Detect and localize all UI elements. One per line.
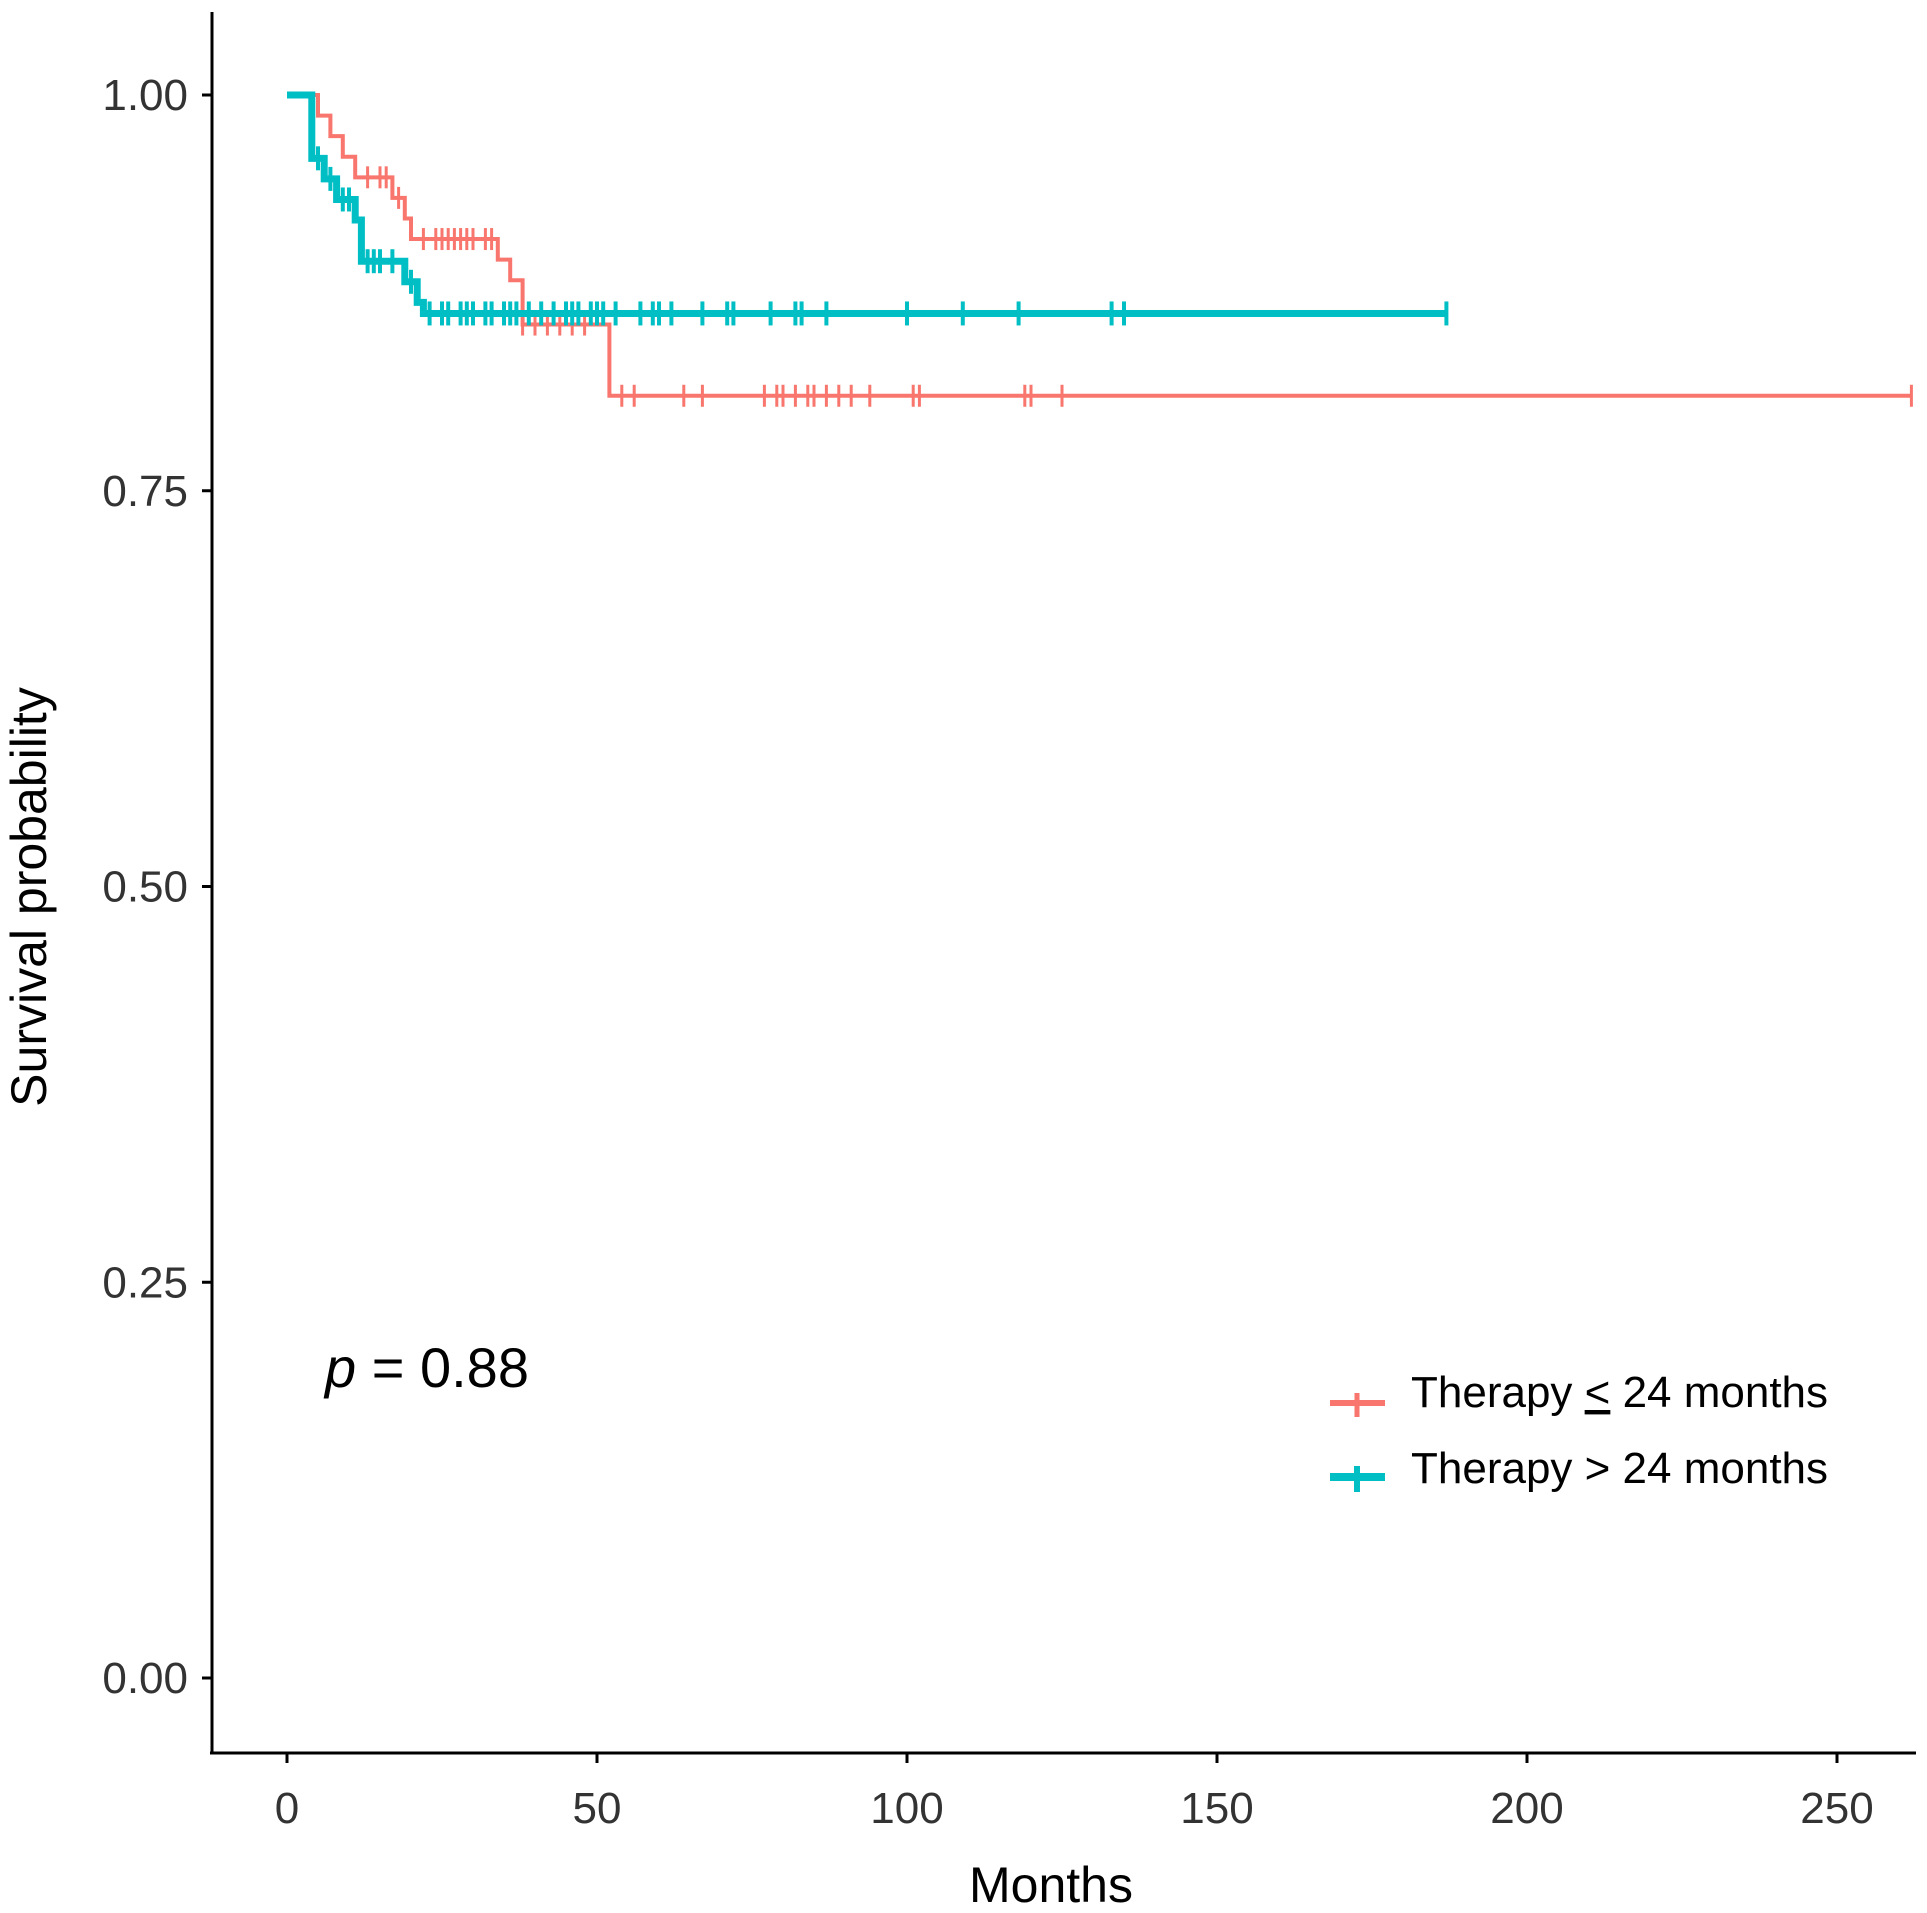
- survival-curve-0: [287, 93, 1912, 398]
- legend-label-therapy-gt-24: Therapy > 24 months: [1411, 1444, 1828, 1493]
- p-value-symbol: p: [323, 1336, 356, 1399]
- survival-curve-1: [287, 91, 1447, 317]
- legend-label-part-3: 24 months: [1610, 1368, 1828, 1417]
- y-tick-label-4: 1.00: [102, 71, 188, 120]
- p-value-text: = 0.88: [356, 1336, 529, 1399]
- x-tick-label-5: 250: [1800, 1784, 1873, 1833]
- legend-label-le-sign: <: [1585, 1368, 1611, 1417]
- p-value-annotation: p = 0.88: [323, 1336, 529, 1399]
- legend-item-therapy-le-24: Therapy < 24 months: [1330, 1368, 1828, 1417]
- legend-label-therapy-le-24: Therapy < 24 months: [1411, 1368, 1828, 1417]
- y-tick-label-3: 0.75: [102, 467, 188, 516]
- series-0: [287, 93, 1913, 407]
- legend: Therapy < 24 months Therapy > 24 months: [1330, 1368, 1828, 1493]
- ticks-layer: 0.00 0.25 0.50 0.75 1.00 0 50 100 150 200 250: [102, 71, 1873, 1833]
- series-1: [287, 91, 1449, 326]
- y-tick-label-1: 0.25: [102, 1258, 188, 1307]
- x-axis-title: Months: [969, 1857, 1133, 1913]
- x-tick-label-0: 0: [275, 1784, 299, 1833]
- curves-layer: [287, 91, 1913, 407]
- x-tick-label-4: 200: [1490, 1784, 1563, 1833]
- y-tick-label-2: 0.50: [102, 863, 188, 912]
- y-axis-title: Survival probability: [1, 687, 57, 1107]
- legend-label-part-1: Therapy: [1411, 1368, 1585, 1417]
- y-tick-label-0: 0.00: [102, 1654, 188, 1703]
- x-tick-label-3: 150: [1180, 1784, 1253, 1833]
- x-tick-label-1: 50: [573, 1784, 622, 1833]
- legend-item-therapy-gt-24: Therapy > 24 months: [1330, 1444, 1828, 1493]
- axes-layer: [210, 12, 1916, 1755]
- x-tick-label-2: 100: [870, 1784, 943, 1833]
